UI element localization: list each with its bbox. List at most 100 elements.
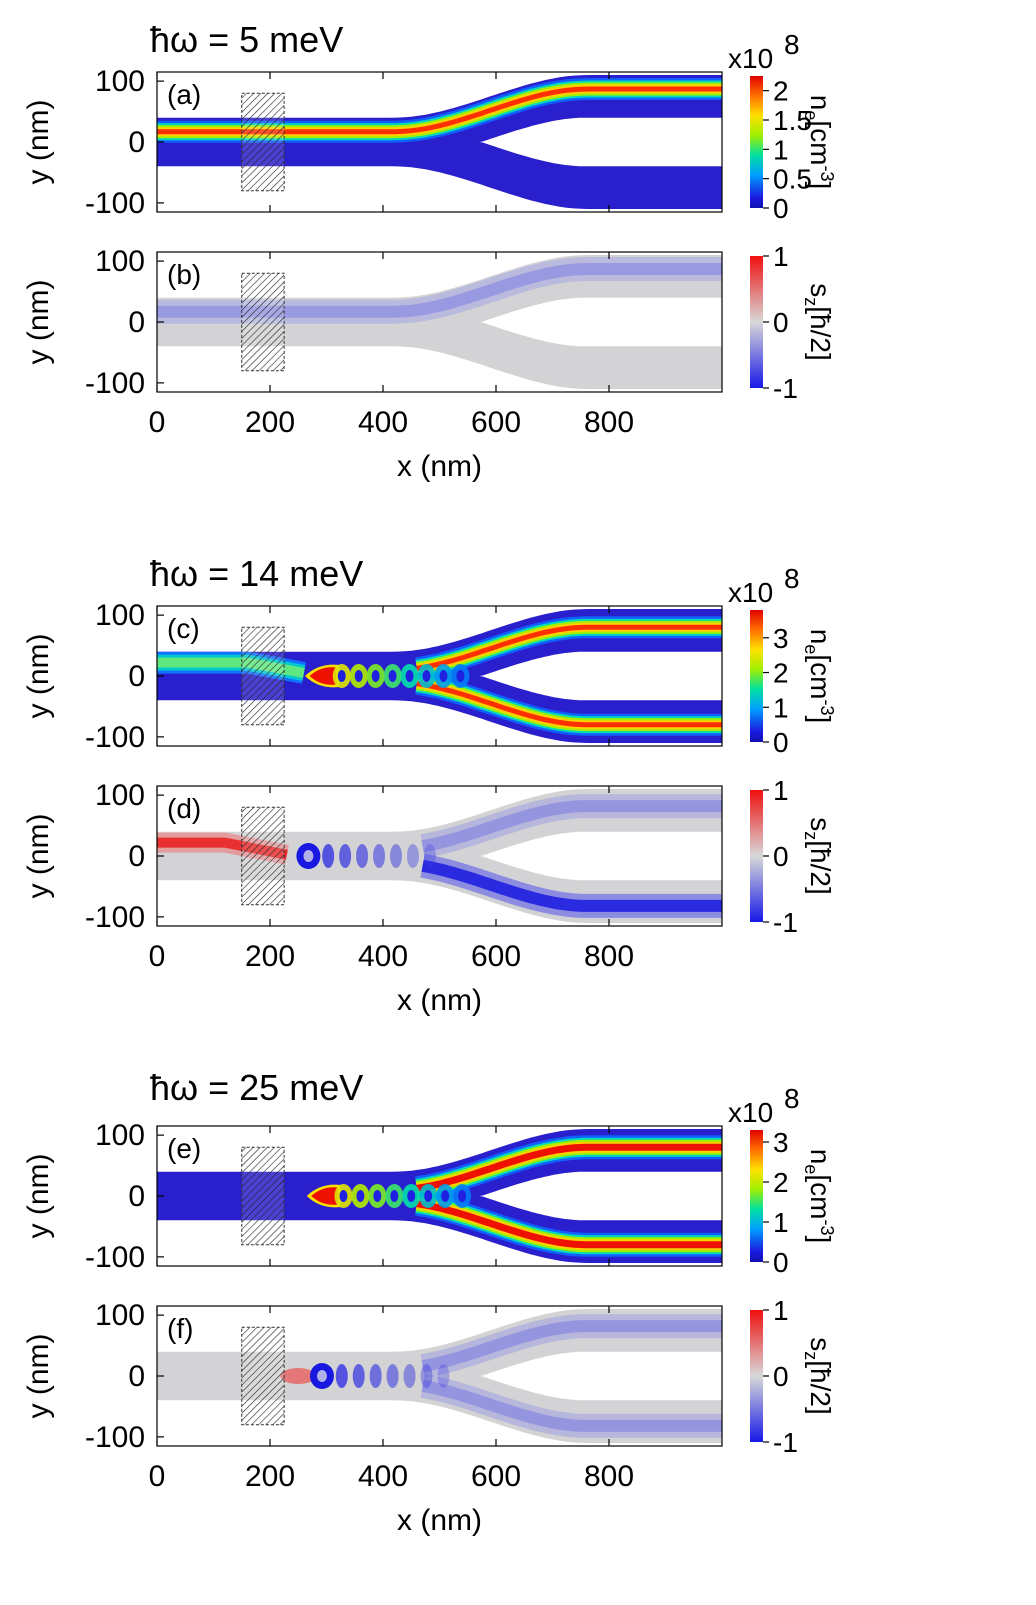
- colorbar-tick-label: 2: [773, 76, 789, 107]
- colorbar-multiplier-exponent: 8: [784, 29, 800, 60]
- spin-blue-dot: [406, 844, 419, 868]
- density-dot-core: [407, 1190, 416, 1202]
- density-stripe: [421, 800, 722, 853]
- colorbar-tick-label: 0: [773, 1361, 789, 1392]
- colorbar-tick-label: -1: [773, 1427, 798, 1458]
- y-axis-label: y (nm): [22, 814, 55, 899]
- density-dot-core: [388, 670, 397, 682]
- density-blob-core: [309, 667, 337, 685]
- x-tick-label: 200: [245, 1460, 295, 1493]
- colorbar-label-part: z: [801, 1351, 821, 1360]
- colorbar-tick-label: 1: [773, 692, 789, 723]
- spin-blue-dot: [437, 1364, 450, 1388]
- spin-layer: [280, 1314, 722, 1438]
- density-dot-core: [456, 670, 465, 682]
- y-tick-label: 0: [128, 306, 145, 339]
- spin-layer: [157, 794, 722, 918]
- spin-blue-core: [316, 1370, 327, 1382]
- x-tick-label: 0: [149, 940, 166, 973]
- colorbar-label-group: sz[ħ/2]: [801, 1337, 836, 1414]
- density-dot-core: [371, 670, 380, 682]
- colorbar-label-part: z: [801, 297, 821, 306]
- colorbar-label-part: e: [801, 110, 821, 120]
- colorbar-tick-label: 1.5: [773, 105, 812, 136]
- colorbar-label: ne[cm-3]: [801, 95, 837, 190]
- colorbar-label-part: n: [805, 95, 836, 111]
- colorbar-tick-label: 1: [773, 241, 789, 272]
- panel-label: (f): [167, 1313, 193, 1344]
- density-layer: [306, 1135, 722, 1257]
- colorbar-label-part: ]: [805, 715, 836, 723]
- colorbar-label-part: s: [805, 817, 836, 831]
- gate-region: [241, 1146, 285, 1246]
- density-dot-core: [439, 670, 448, 682]
- y-tick-label: 0: [128, 1180, 145, 1213]
- colorbar-label-part: ]: [805, 181, 836, 189]
- colorbar-tick-label: -1: [773, 373, 798, 404]
- spin-blue-dot: [389, 844, 402, 868]
- y-tick-label: 100: [95, 599, 145, 632]
- x-tick-label: 200: [245, 940, 295, 973]
- y-tick-label: 0: [128, 1360, 145, 1393]
- colorbar-multiplier: x10: [728, 577, 773, 608]
- gate-region: [241, 92, 285, 192]
- colorbar-tick-label: 0: [773, 841, 789, 872]
- colorbar: [750, 610, 763, 742]
- colorbar-label-group: ne[cm-3]: [801, 95, 837, 190]
- colorbar-label-part: [cm: [805, 654, 836, 699]
- density-stripe: [416, 624, 722, 671]
- colorbar-label-group: sz[ħ/2]: [801, 283, 836, 360]
- colorbar-tick-label: 1: [773, 134, 789, 165]
- colorbar-label-part: e: [801, 1164, 821, 1174]
- colorbar-tick-label: 0: [773, 307, 789, 338]
- colorbar-label: ne[cm-3]: [801, 629, 837, 724]
- spin-blue-dot: [420, 1364, 433, 1388]
- x-tick-label: 400: [358, 940, 408, 973]
- density-dot-core: [422, 670, 431, 682]
- x-axis-label: x (nm): [397, 1504, 482, 1537]
- colorbar-label-part: e: [801, 644, 821, 654]
- colorbar: [750, 790, 763, 922]
- colorbar-label-part: [cm: [805, 1174, 836, 1219]
- colorbar-label-group: ne[cm-3]: [801, 1149, 837, 1244]
- spin-blue-core: [303, 850, 314, 862]
- colorbar: [750, 1130, 763, 1262]
- density-stripe: [421, 859, 722, 912]
- y-tick-label: 100: [95, 1299, 145, 1332]
- colorbar-tick-label: 1: [773, 775, 789, 806]
- spin-blue-dot: [352, 1364, 365, 1388]
- y-tick-label: 0: [128, 126, 145, 159]
- colorbar-tick-label: 1: [773, 1207, 789, 1238]
- y-tick-label: 100: [95, 245, 145, 278]
- y-axis-label: y (nm): [22, 280, 55, 365]
- colorbar-multiplier-exponent: 8: [784, 563, 800, 594]
- x-tick-label: 0: [149, 1460, 166, 1493]
- density-stripe: [421, 1379, 722, 1432]
- waveguide-channel: [157, 1309, 722, 1443]
- colorbar-label: sz[ħ/2]: [801, 817, 836, 894]
- gate-region: [241, 1326, 285, 1426]
- colorbar-label-part: [ħ/2]: [805, 306, 836, 360]
- colorbar-label-part: [ħ/2]: [805, 1360, 836, 1414]
- colorbar-tick-label: 0: [773, 727, 789, 758]
- panel-label: (a): [167, 79, 201, 110]
- panel-label: (b): [167, 259, 201, 290]
- density-blob-core: [311, 1187, 338, 1205]
- colorbar-label-part: s: [805, 283, 836, 297]
- y-tick-label: 0: [128, 840, 145, 873]
- x-axis-label: x (nm): [397, 984, 482, 1017]
- colorbar-tick-label: 0.5: [773, 164, 812, 195]
- colorbar-label-group: ne[cm-3]: [801, 629, 837, 724]
- spin-blue-dot: [386, 1364, 399, 1388]
- spin-blue-dot: [423, 844, 436, 868]
- colorbar-label: sz[ħ/2]: [801, 283, 836, 360]
- density-stripe: [421, 1320, 722, 1373]
- density-dot-core: [441, 1190, 450, 1202]
- density-dot-core: [373, 1190, 382, 1202]
- y-tick-label: -100: [85, 1241, 145, 1274]
